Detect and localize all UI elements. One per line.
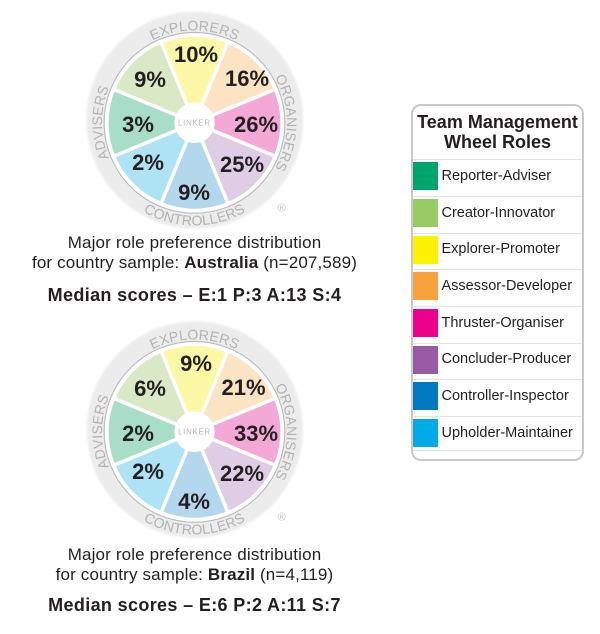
svg-text:21%: 21% [221, 375, 265, 400]
svg-text:2%: 2% [132, 150, 164, 175]
svg-text:®: ® [278, 511, 286, 523]
svg-text:9%: 9% [134, 67, 166, 92]
svg-text:®: ® [278, 202, 286, 214]
svg-text:9%: 9% [180, 351, 212, 376]
svg-text:3%: 3% [122, 112, 154, 137]
svg-text:6%: 6% [134, 376, 166, 401]
svg-text:25%: 25% [220, 152, 264, 177]
svg-text:ADVISERS: ADVISERS [89, 83, 112, 162]
svg-text:33%: 33% [234, 421, 278, 446]
svg-text:LINKER: LINKER [178, 428, 211, 437]
svg-text:22%: 22% [220, 461, 264, 486]
svg-text:ADVISERS: ADVISERS [89, 392, 112, 471]
svg-text:16%: 16% [225, 66, 269, 91]
svg-text:10%: 10% [174, 42, 218, 67]
svg-text:26%: 26% [234, 112, 278, 137]
svg-text:2%: 2% [122, 421, 154, 446]
svg-text:LINKER: LINKER [178, 119, 211, 128]
svg-text:2%: 2% [132, 459, 164, 484]
svg-text:9%: 9% [178, 180, 210, 205]
svg-text:4%: 4% [178, 489, 210, 514]
